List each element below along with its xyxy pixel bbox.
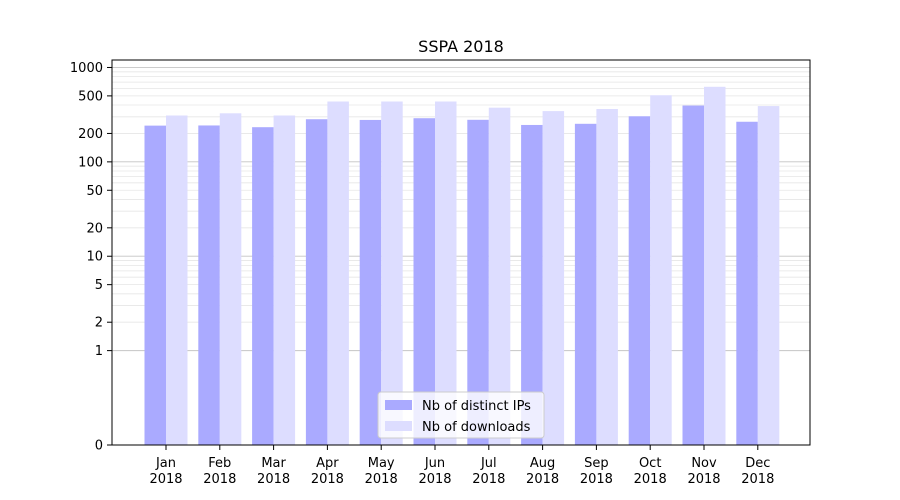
x-tick-label: Sep 2018	[580, 456, 613, 487]
bar-downloads	[273, 115, 296, 445]
x-tick-label: Jan 2018	[149, 456, 182, 487]
bar-distinct-ips	[359, 119, 382, 445]
y-tick-label: 500	[78, 89, 103, 104]
legend-label: Nb of downloads	[422, 420, 531, 435]
bar-distinct-ips	[628, 116, 651, 446]
y-tick-label: 100	[78, 155, 103, 170]
x-tick-label: Feb 2018	[203, 456, 236, 487]
bar-downloads	[650, 95, 672, 445]
bar-downloads	[488, 107, 511, 445]
y-tick-label: 2	[95, 316, 103, 331]
bar-downloads	[166, 115, 188, 445]
y-tick-label: 50	[86, 184, 103, 199]
y-tick-label: 200	[78, 127, 103, 142]
bars	[144, 86, 780, 446]
x-tick-label: Nov 2018	[687, 456, 720, 487]
bar-distinct-ips	[682, 105, 704, 445]
bar-distinct-ips	[736, 121, 758, 445]
bar-downloads	[381, 101, 403, 445]
bar-distinct-ips	[467, 119, 489, 445]
bar-distinct-ips	[521, 124, 543, 446]
x-tick-label: May 2018	[365, 456, 398, 487]
bar-distinct-ips	[305, 119, 328, 446]
bar-downloads	[219, 113, 242, 445]
y-tick-label: 20	[86, 221, 103, 236]
y-tick-label: 0	[95, 439, 103, 454]
x-tick-label: Jul 2018	[472, 456, 505, 487]
legend-swatch	[385, 421, 412, 431]
plot-frame	[111, 59, 811, 446]
legend: Nb of distinct IPs Nb of downloads	[377, 391, 545, 439]
bar-distinct-ips	[252, 127, 274, 445]
bar-distinct-ips	[574, 123, 597, 446]
bar-distinct-ips	[144, 125, 166, 445]
x-axis: Jan 2018 Feb 2018 Mar 2018 Apr 2018 May 2018 Jun 20…	[149, 445, 774, 487]
legend-label: Nb of distinct IPs	[422, 399, 531, 414]
y-tick-label: 5	[95, 278, 103, 293]
x-tick-label: Dec 2018	[741, 456, 774, 487]
x-tick-label: Oct 2018	[634, 456, 667, 487]
bar-downloads	[435, 101, 457, 445]
bar-downloads	[596, 109, 618, 446]
chart-title: SSPA 2018	[418, 37, 504, 56]
bar-downloads	[542, 111, 565, 446]
bar-downloads	[327, 101, 349, 445]
x-tick-label: Mar 2018	[257, 456, 290, 487]
bar-distinct-ips	[198, 125, 220, 445]
x-tick-label: Apr 2018	[311, 456, 344, 487]
bar-distinct-ips	[413, 118, 435, 445]
bar-downloads	[704, 86, 726, 446]
legend-swatch	[385, 400, 412, 410]
y-tick-label: 10	[86, 250, 103, 265]
x-tick-label: Aug 2018	[526, 456, 559, 487]
x-tick-label: Jun 2018	[418, 456, 451, 487]
bar-downloads	[757, 106, 780, 445]
y-tick-label: 1000	[70, 61, 103, 76]
y-tick-label: 1	[95, 344, 103, 359]
y-axis: 0 1 2 5 10 20 50 100 200 500 1000	[70, 61, 112, 454]
legend-box	[377, 391, 545, 439]
